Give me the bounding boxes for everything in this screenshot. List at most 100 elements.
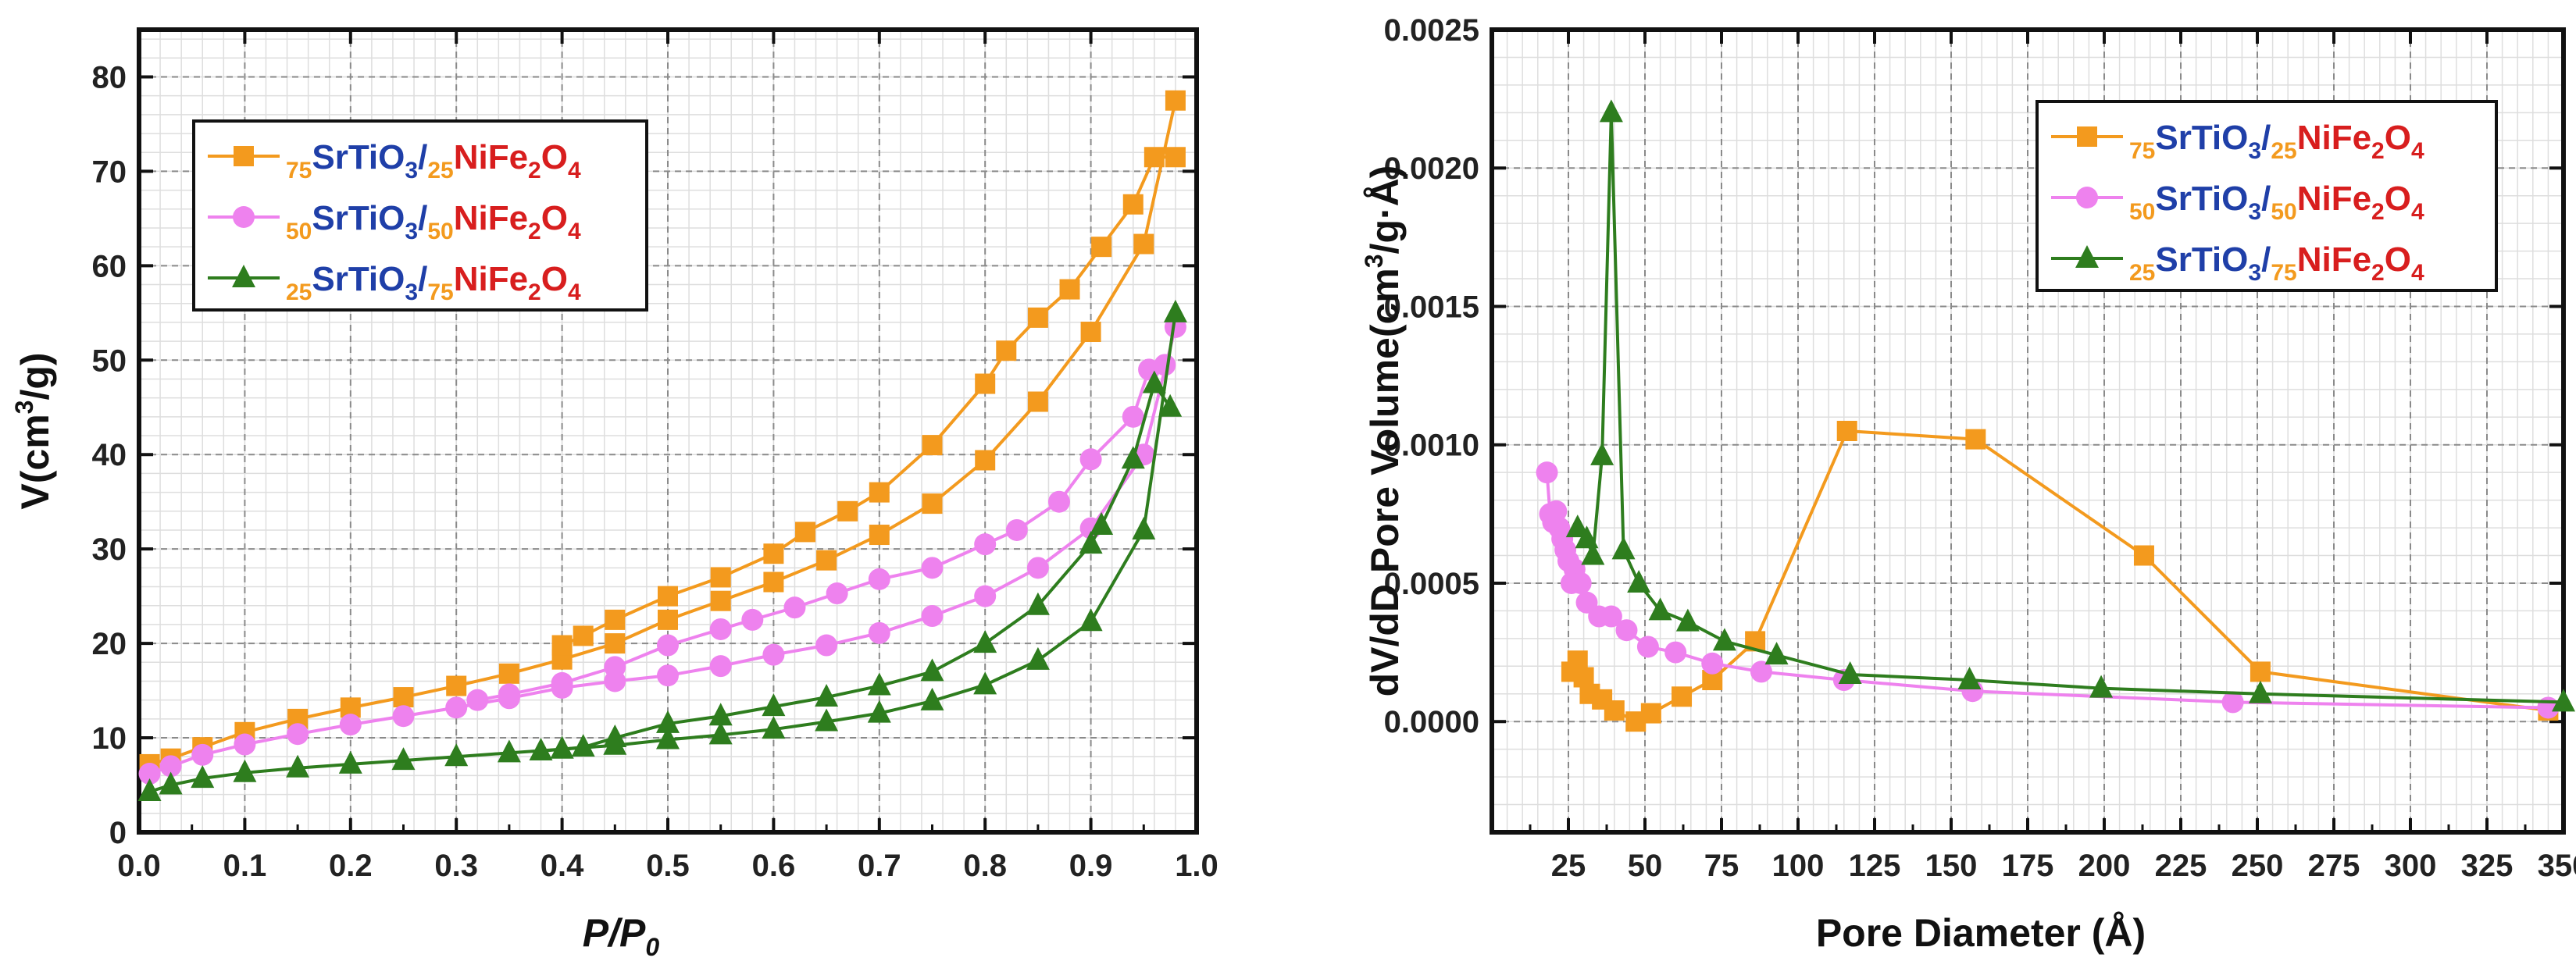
- x-tick-label: 175: [2002, 849, 2054, 883]
- x-tick-label: 350: [2538, 849, 2576, 883]
- y-tick-label: 40: [92, 438, 127, 472]
- x-tick-label: 225: [2155, 849, 2207, 883]
- ticks: 0.0 0.1 0.2 0.3 0.4 0.5 0.6 0.7 0.8 0.9 1.0 0 10 20 30…: [92, 30, 1218, 883]
- adsorption-point: [1132, 516, 1156, 539]
- legend-compound-a: SrTiO: [2155, 119, 2248, 157]
- adsorption-point: [191, 765, 215, 789]
- legend-sub-b1: 2: [528, 158, 541, 183]
- legend-mid: 25: [427, 158, 453, 183]
- y-axis-title: dV/dD Pore Volume(cm3/g·Å): [1360, 166, 1407, 697]
- adsorption-point: [339, 714, 362, 736]
- data-point: [1545, 500, 1568, 522]
- x-tick-label: 0.8: [963, 849, 1007, 883]
- legend-sub-b2: 4: [568, 158, 581, 183]
- series-triangle: [1565, 99, 2575, 712]
- desorption-point: [920, 658, 944, 682]
- adsorption-line: [148, 326, 1177, 775]
- legend-sub-b1: 2: [2371, 199, 2385, 225]
- adsorption-point: [657, 664, 679, 687]
- legend-marker: [234, 146, 254, 166]
- legend-compound-b2: O: [2385, 119, 2411, 157]
- legend: 75SrTiO3/25NiFe2O4 50SrTiO3/50NiFe2O4 25 Sr…: [192, 119, 648, 312]
- y-axis-title-text: dV/dD Pore Volume(cm: [1363, 268, 1407, 696]
- desorption-point: [922, 435, 943, 456]
- legend-pre: 75: [2129, 138, 2155, 164]
- legend-compound-a: SrTiO: [2155, 180, 2248, 218]
- legend-sub-a: 3: [2248, 199, 2261, 225]
- adsorption-point: [1080, 322, 1101, 343]
- legend-slash: /: [2261, 180, 2271, 218]
- desorption-point: [973, 630, 997, 653]
- data-point: [1672, 686, 1693, 707]
- y-tick-label: 0.0010: [1384, 429, 1479, 463]
- adsorption-point: [191, 743, 214, 766]
- x-tick-label: 150: [1925, 849, 1978, 883]
- desorption-point: [783, 596, 806, 619]
- data-point: [2221, 691, 2244, 714]
- x-tick-label: 200: [2078, 849, 2131, 883]
- data-point: [1836, 421, 1857, 441]
- legend-marker: [233, 206, 255, 228]
- legend-mid: 25: [2271, 138, 2296, 164]
- legend-entry: 25SrTiO3/75NiFe2O4: [2129, 240, 2424, 286]
- x-tick-label: 325: [2461, 849, 2514, 883]
- legend-sub-a: 3: [405, 279, 418, 305]
- desorption-point: [867, 672, 891, 696]
- legend-slash: /: [418, 260, 427, 298]
- data-point: [1838, 660, 1862, 684]
- adsorption-point: [286, 754, 310, 778]
- legend-entry: 75SrTiO3/25NiFe2O4: [286, 138, 581, 183]
- series-circle: [138, 315, 1186, 785]
- desorption-point: [1121, 446, 1145, 469]
- desorption-point: [1079, 531, 1103, 554]
- data-point: [1675, 608, 1700, 632]
- legend-compound-b: NiFe: [454, 138, 528, 176]
- data-point: [1712, 628, 1736, 651]
- y-tick-label: 30: [92, 532, 127, 567]
- data-point: [1664, 641, 1687, 664]
- desorption-point: [869, 482, 890, 503]
- adsorption-point: [816, 550, 837, 571]
- legend-compound-b2: O: [2385, 240, 2411, 279]
- adsorption-point: [973, 671, 997, 695]
- legend-pre: 25: [2129, 260, 2155, 286]
- desorption-point: [1047, 490, 1070, 513]
- desorption-point: [709, 618, 732, 640]
- desorption-point: [551, 671, 573, 694]
- x-tick-label: 75: [1704, 849, 1739, 883]
- legend-pre: 50: [2129, 199, 2155, 225]
- series-group: [137, 90, 1187, 801]
- data-point: [2133, 545, 2154, 566]
- data-point: [1750, 660, 1772, 683]
- legend-compound-b: NiFe: [2297, 119, 2371, 157]
- data-point: [1640, 703, 1661, 724]
- legend-sub-a: 3: [2248, 260, 2261, 286]
- legend-sub-b1: 2: [528, 219, 541, 244]
- desorption-point: [573, 625, 594, 646]
- legend-marker: [2076, 187, 2098, 208]
- adsorption-point: [393, 687, 414, 708]
- adsorption-point: [1133, 233, 1154, 255]
- adsorption-point: [605, 633, 626, 654]
- legend-sub-a: 3: [405, 219, 418, 244]
- legend-entry: 50SrTiO3/50NiFe2O4: [286, 199, 581, 244]
- adsorption-point: [138, 763, 161, 785]
- legend-sub-a: 3: [2248, 138, 2261, 164]
- legend-compound-a: SrTiO: [312, 260, 405, 298]
- y-tick-label: 0.0020: [1384, 151, 1479, 186]
- desorption-point: [466, 689, 489, 711]
- legend-compound-b2: O: [541, 138, 568, 176]
- desorption-point: [1027, 307, 1048, 328]
- adsorption-point: [445, 696, 468, 719]
- y-axis-title: V(cm3/g): [10, 352, 57, 509]
- x-tick-label: 0.3: [434, 849, 478, 883]
- adsorption-point: [708, 721, 733, 745]
- adsorption-point: [868, 621, 890, 644]
- x-tick-label: 250: [2232, 849, 2284, 883]
- x-tick-label: 0.7: [858, 849, 901, 883]
- desorption-point: [529, 737, 553, 760]
- legend-marker: [2075, 245, 2099, 268]
- y-axis-title-sup: 3: [10, 401, 38, 415]
- legend-mid: 75: [2271, 260, 2296, 286]
